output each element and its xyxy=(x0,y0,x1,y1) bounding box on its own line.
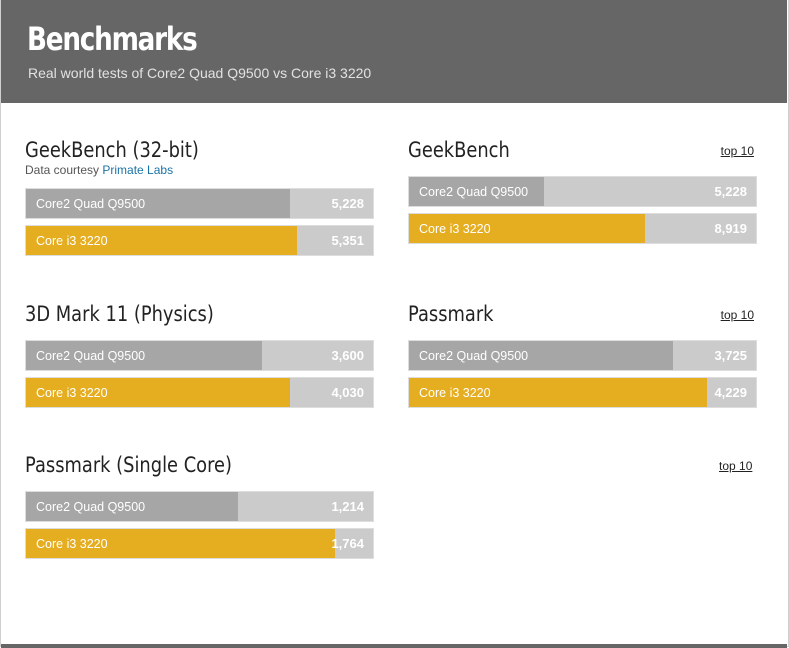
bar-value: 3,600 xyxy=(331,348,364,363)
bar-label: Core i3 3220 xyxy=(36,386,108,400)
bar-value: 5,228 xyxy=(331,196,364,211)
bar-track: Core2 Quad Q9500 3,725 xyxy=(408,340,757,371)
bar-label: Core2 Quad Q9500 xyxy=(419,185,529,199)
page-title: Benchmarks xyxy=(27,20,198,58)
bar-value: 1,214 xyxy=(331,499,364,514)
panel-title: GeekBench xyxy=(408,138,510,162)
bar-label: Core i3 3220 xyxy=(419,222,491,236)
bar-fill-cpu1 xyxy=(409,341,673,370)
bar-label: Core i3 3220 xyxy=(36,537,108,551)
bar-label: Core2 Quad Q9500 xyxy=(36,349,146,363)
bar-value: 5,228 xyxy=(714,184,747,199)
bar-fill-cpu2 xyxy=(409,378,708,407)
benchmark-panel: GeekBench top 10 Core2 Quad Q9500 5,228 Core… xyxy=(408,138,757,250)
panel-title: Passmark xyxy=(408,302,494,326)
bar-track: Core2 Quad Q9500 3,600 xyxy=(25,340,374,371)
bar-track: Core2 Quad Q9500 5,228 xyxy=(408,176,757,207)
bar-value: 3,725 xyxy=(714,348,747,363)
bar-value: 5,351 xyxy=(331,233,364,248)
bar-value: 1,764 xyxy=(331,536,364,551)
bar-label: Core2 Quad Q9500 xyxy=(419,349,529,363)
credit-prefix: Data courtesy xyxy=(25,163,103,177)
bar-fill-cpu2 xyxy=(26,226,297,255)
bar-fill-cpu2 xyxy=(26,378,290,407)
bar-fill-cpu1 xyxy=(26,492,238,521)
benchmark-panel: Passmark (Single Core) Core2 Quad Q9500 1,… xyxy=(25,453,374,565)
footer-divider xyxy=(1,644,787,648)
benchmark-panel: 3D Mark 11 (Physics) Core2 Quad Q9500 3,60… xyxy=(25,302,374,414)
data-credit: Data courtesy Primate Labs xyxy=(25,163,173,177)
bar-track: Core i3 3220 1,764 xyxy=(25,528,374,559)
bar-fill-cpu2 xyxy=(409,214,645,243)
bar-value: 8,919 xyxy=(714,221,747,236)
bar-track: Core i3 3220 8,919 xyxy=(408,213,757,244)
bar-fill-cpu1 xyxy=(26,341,262,370)
bar-fill-cpu2 xyxy=(26,529,335,558)
bar-fill-cpu1 xyxy=(26,189,290,218)
panel-title: GeekBench (32-bit) xyxy=(25,138,199,162)
panel-title: 3D Mark 11 (Physics) xyxy=(25,302,214,326)
bar-track: Core i3 3220 4,229 xyxy=(408,377,757,408)
bar-track: Core i3 3220 4,030 xyxy=(25,377,374,408)
bar-track: Core i3 3220 5,351 xyxy=(25,225,374,256)
bar-label: Core2 Quad Q9500 xyxy=(36,500,146,514)
top10-link[interactable]: top 10 xyxy=(720,308,754,322)
bar-label: Core2 Quad Q9500 xyxy=(36,197,146,211)
bar-track: Core2 Quad Q9500 1,214 xyxy=(25,491,374,522)
bar-label: Core i3 3220 xyxy=(36,234,108,248)
top10-link[interactable]: top 10 xyxy=(719,459,753,473)
bar-track: Core2 Quad Q9500 5,228 xyxy=(25,188,374,219)
panel-title: Passmark (Single Core) xyxy=(25,453,232,477)
bar-fill-cpu1 xyxy=(409,177,545,206)
top10-link[interactable]: top 10 xyxy=(720,144,754,158)
header: Benchmarks Real world tests of Core2 Qua… xyxy=(1,0,787,103)
page-subtitle: Real world tests of Core2 Quad Q9500 vs … xyxy=(28,65,372,81)
benchmark-panel: GeekBench (32-bit) Data courtesy Primate … xyxy=(25,138,374,262)
credit-link[interactable]: Primate Labs xyxy=(102,163,174,177)
bar-label: Core i3 3220 xyxy=(419,386,491,400)
bar-value: 4,229 xyxy=(714,385,747,400)
bar-value: 4,030 xyxy=(331,385,364,400)
benchmark-panel: Passmark top 10 Core2 Quad Q9500 3,725 Core … xyxy=(408,302,757,414)
